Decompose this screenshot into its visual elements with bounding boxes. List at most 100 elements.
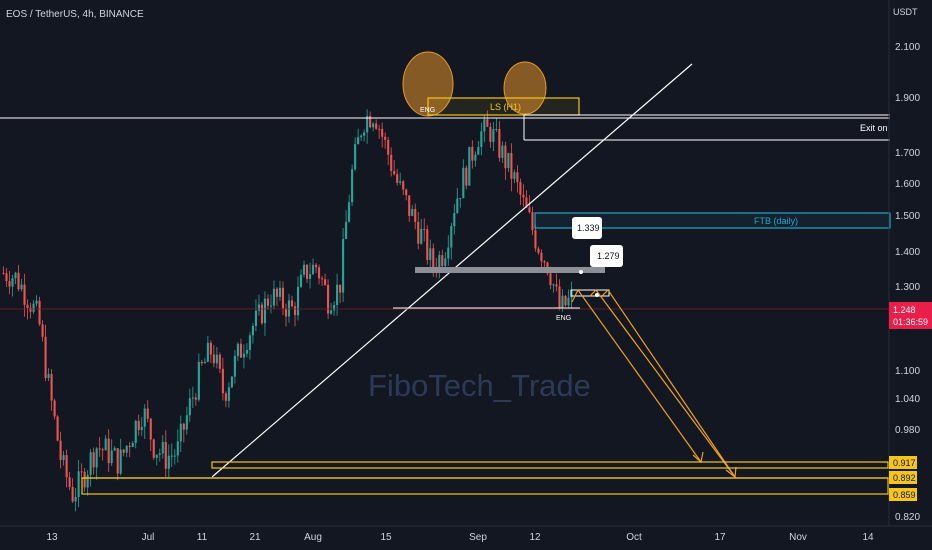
callout-2-text: 1.279 xyxy=(597,251,620,261)
callout-dot-1 xyxy=(579,270,583,274)
level-tags: 0.917 0.892 0.859 xyxy=(889,456,917,501)
candle-body xyxy=(77,471,80,497)
candle-body xyxy=(278,287,282,297)
candle-body xyxy=(98,448,101,450)
candle-body xyxy=(342,238,345,293)
candle-body xyxy=(399,181,402,183)
candle-body xyxy=(95,448,98,468)
y-tick-label: 1.300 xyxy=(895,282,920,293)
candle-body xyxy=(360,135,363,138)
candle-body xyxy=(417,221,420,244)
candle-body xyxy=(366,115,369,133)
candle-body xyxy=(221,368,224,394)
top-circle-right[interactable] xyxy=(503,61,547,115)
x-tick-label: 14 xyxy=(862,532,874,543)
candle-body xyxy=(531,212,534,231)
x-axis[interactable]: 13 Jul 11 21 Aug 15 Sep 12 Oct 17 Nov 14 xyxy=(46,532,874,543)
candle-body xyxy=(218,354,221,369)
candle-body xyxy=(299,274,303,287)
level-tag-1-bg xyxy=(889,456,917,469)
forecast-arrow-3 xyxy=(601,289,736,478)
candle-body xyxy=(447,247,450,259)
candle-body xyxy=(357,137,360,145)
candle-body xyxy=(465,167,468,186)
watermark-text: FiboTech_Trade xyxy=(368,368,591,403)
candle-body xyxy=(390,154,393,171)
candle-body xyxy=(540,252,543,262)
candle-body xyxy=(239,343,242,358)
target-level-3[interactable] xyxy=(81,477,889,495)
candle-body xyxy=(363,132,366,136)
ftb-box[interactable] xyxy=(534,212,891,229)
candle-body xyxy=(534,230,537,249)
candle-body xyxy=(74,496,77,502)
candle-body xyxy=(564,295,567,306)
candle-body xyxy=(143,408,146,427)
candle-body xyxy=(519,182,522,195)
callout-1-box xyxy=(572,217,602,239)
candle-body xyxy=(336,284,339,306)
candle-body xyxy=(134,420,137,443)
candle-body xyxy=(459,198,462,200)
candle-body xyxy=(164,441,167,469)
ftb-label: FTB (daily) xyxy=(754,216,798,226)
top-circle-left[interactable] xyxy=(402,51,454,117)
candle-body xyxy=(408,195,411,216)
candle-body xyxy=(23,284,26,305)
candle-body xyxy=(152,439,155,458)
ls-box[interactable] xyxy=(427,97,580,116)
candle-body xyxy=(324,279,327,285)
level-tag-3-bg xyxy=(889,488,917,501)
candle-body xyxy=(203,361,206,364)
candle-body xyxy=(65,455,68,478)
candle-body xyxy=(158,453,161,455)
candle-body xyxy=(122,449,125,453)
candle-body xyxy=(480,131,483,147)
candle-body xyxy=(140,426,143,431)
candle-body xyxy=(369,115,372,128)
candle-body xyxy=(230,376,233,388)
candle-body xyxy=(420,228,423,244)
x-tick-label: Sep xyxy=(469,532,487,543)
currency-label: USDT xyxy=(893,7,918,17)
candle-body xyxy=(321,278,324,280)
candle-body xyxy=(405,189,408,196)
forecast-arrows[interactable] xyxy=(571,288,737,479)
candle-body xyxy=(242,353,245,358)
candle-body xyxy=(495,128,498,130)
candle-body xyxy=(83,471,86,488)
candle-body xyxy=(561,295,564,309)
arrowhead-2 xyxy=(725,466,737,479)
target-level-1[interactable] xyxy=(211,461,889,469)
candle-body xyxy=(558,286,561,309)
candle-body xyxy=(200,361,203,364)
eng-label-bottom: ENG xyxy=(556,315,571,322)
candle-body xyxy=(543,261,546,263)
callout-dot-2 xyxy=(595,293,599,297)
y-tick-label: 1.400 xyxy=(895,247,920,258)
candle-body xyxy=(8,281,11,287)
candle-body xyxy=(254,310,257,326)
candle-body xyxy=(137,420,140,431)
candle-body xyxy=(429,248,432,260)
y-tick-label: 0.820 xyxy=(895,512,920,523)
candle-body xyxy=(59,440,62,461)
y-axis[interactable]: 2.1001.9001.7001.6001.5001.4001.3001.200… xyxy=(895,42,920,523)
exit-label: Exit on xyxy=(860,123,888,133)
y-tick-label: 1.500 xyxy=(895,211,920,222)
exit-bracket[interactable] xyxy=(523,114,890,140)
candle-body xyxy=(251,325,254,336)
candle-body xyxy=(32,303,35,312)
x-tick-label: 21 xyxy=(249,532,261,543)
y-tick-label: 1.040 xyxy=(895,394,920,405)
support-zone[interactable] xyxy=(415,267,605,273)
candle-body xyxy=(104,438,107,451)
candle-body xyxy=(456,198,459,213)
candle-body xyxy=(510,152,513,179)
candle-body xyxy=(441,255,444,267)
candle-body xyxy=(474,154,477,161)
candle-body xyxy=(176,441,179,456)
y-tick-label: 1.900 xyxy=(895,93,920,104)
